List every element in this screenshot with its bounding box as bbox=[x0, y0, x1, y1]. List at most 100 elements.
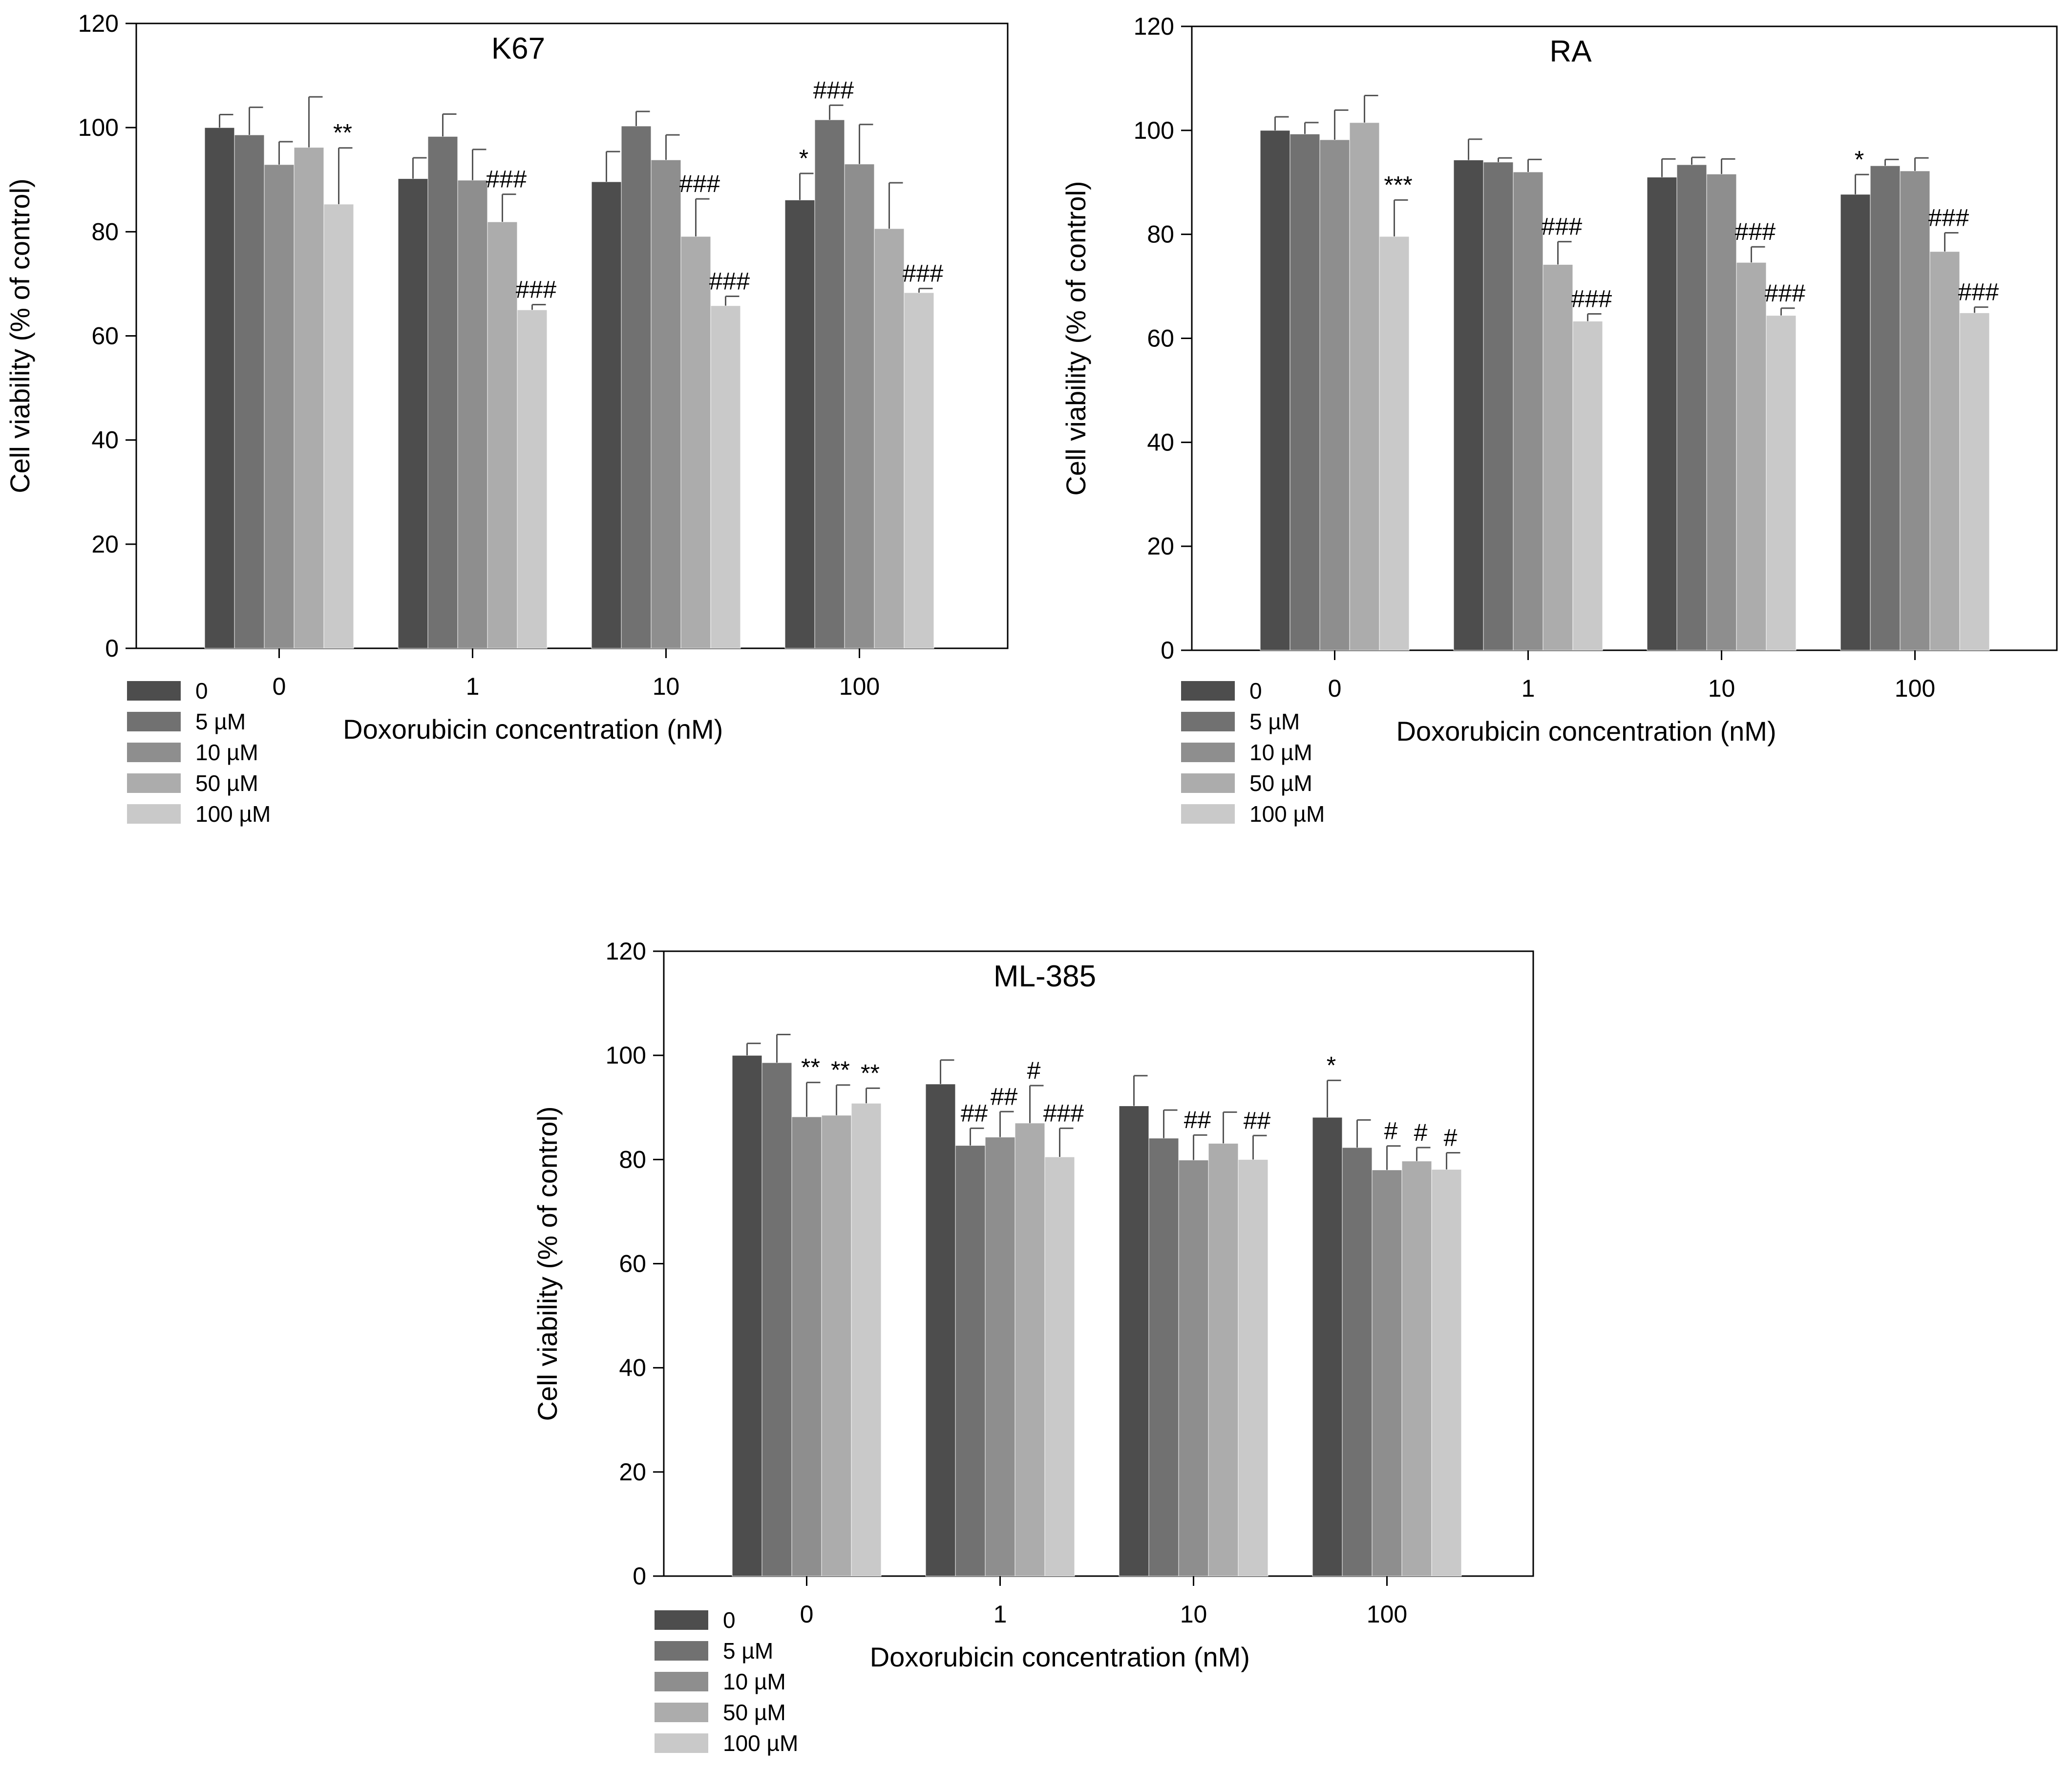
legend-label: 50 µM bbox=[1249, 770, 1312, 796]
bar-ra-cat100-series1 bbox=[1870, 165, 1901, 651]
y-tick-label: 60 bbox=[91, 322, 119, 350]
bar-k67-cat10-series1 bbox=[621, 126, 652, 649]
bar-k67-cat1-series2 bbox=[457, 180, 488, 649]
bar-k67-cat1-series4 bbox=[517, 309, 548, 649]
bar-ra-cat10-series0 bbox=[1647, 177, 1677, 651]
bar-k67-cat100-series3 bbox=[874, 228, 905, 649]
significance-label: ### bbox=[1571, 285, 1612, 312]
x-tick-label: 10 bbox=[653, 673, 680, 700]
bar-ml-385-cat1-series2 bbox=[985, 1137, 1015, 1577]
x-tick-label: 100 bbox=[839, 673, 880, 700]
bar-ml-385-cat1-series3 bbox=[1015, 1123, 1045, 1577]
significance-label: ### bbox=[1928, 204, 1969, 231]
bar-ml-385-cat100-series4 bbox=[1431, 1169, 1462, 1577]
x-tick-label: 10 bbox=[1180, 1601, 1207, 1628]
bar-ra-cat100-series2 bbox=[1900, 171, 1930, 651]
bar-ml-385-cat1-series4 bbox=[1044, 1156, 1075, 1577]
significance-label: ### bbox=[1542, 213, 1583, 240]
y-tick-label: 40 bbox=[91, 427, 119, 454]
x-axis-title: Doxorubicin concentration (nM) bbox=[870, 1642, 1250, 1672]
significance-label: * bbox=[1327, 1051, 1336, 1079]
significance-label: ## bbox=[961, 1099, 988, 1127]
bar-k67-cat1-series0 bbox=[398, 178, 428, 649]
bar-ml-385-cat0-series1 bbox=[761, 1062, 792, 1577]
y-tick-label: 0 bbox=[105, 635, 119, 662]
bar-k67-cat100-series4 bbox=[904, 292, 934, 649]
bar-ra-cat1-series2 bbox=[1513, 171, 1543, 651]
bar-ra-cat0-series2 bbox=[1319, 139, 1350, 651]
legend-swatch bbox=[127, 773, 181, 793]
legend-label: 100 µM bbox=[1249, 801, 1325, 827]
legend-label: 50 µM bbox=[195, 770, 258, 796]
legend: 0 5 µM 10 µM 50 µM 100 µM bbox=[127, 678, 271, 827]
y-tick-label: 20 bbox=[91, 531, 119, 558]
bar-k67-cat1-series1 bbox=[427, 136, 458, 649]
bar-ml-385-cat0-series2 bbox=[791, 1116, 822, 1577]
legend-swatch bbox=[1181, 804, 1235, 824]
x-tick-label: 1 bbox=[466, 673, 480, 700]
bar-ra-cat10-series3 bbox=[1736, 262, 1767, 651]
x-axis-title: Doxorubicin concentration (nM) bbox=[343, 714, 723, 745]
x-tick-label: 100 bbox=[1895, 675, 1935, 702]
significance-label: ## bbox=[1184, 1106, 1211, 1133]
bar-ra-cat10-series4 bbox=[1766, 315, 1797, 651]
bar-ml-385-cat100-series0 bbox=[1312, 1117, 1343, 1577]
significance-label: # bbox=[1444, 1124, 1458, 1151]
significance-label: ### bbox=[486, 166, 527, 193]
significance-label: * bbox=[799, 145, 808, 172]
bar-ra-cat1-series0 bbox=[1453, 159, 1484, 651]
legend-label: 10 µM bbox=[195, 740, 258, 765]
y-tick-label: 0 bbox=[1161, 637, 1174, 664]
bar-ra-cat0-series0 bbox=[1260, 130, 1290, 651]
x-tick-label: 1 bbox=[1522, 675, 1535, 702]
bar-k67-cat0-series1 bbox=[234, 134, 265, 649]
legend-label: 5 µM bbox=[195, 709, 246, 734]
bar-k67-cat10-series2 bbox=[651, 159, 681, 649]
panel-title-ml-385: ML-385 bbox=[994, 960, 1096, 993]
bar-k67-cat10-series4 bbox=[710, 305, 741, 649]
significance-label: ### bbox=[1765, 279, 1806, 307]
bar-ml-385-cat0-series4 bbox=[851, 1103, 882, 1577]
bar-ra-cat1-series4 bbox=[1572, 320, 1603, 651]
legend-swatch bbox=[127, 743, 181, 762]
significance-label: ** bbox=[333, 119, 352, 147]
legend-swatch bbox=[1181, 773, 1235, 793]
y-axis-title: Cell viability (% of control) bbox=[532, 1106, 563, 1421]
bar-ra-cat100-series0 bbox=[1840, 194, 1871, 651]
bar-ra-cat10-series1 bbox=[1676, 164, 1707, 651]
legend-label: 10 µM bbox=[723, 1669, 786, 1694]
significance-label: ### bbox=[1958, 278, 1999, 306]
legend-swatch bbox=[127, 804, 181, 824]
legend-label: 5 µM bbox=[1249, 709, 1300, 734]
legend-label: 5 µM bbox=[723, 1638, 773, 1664]
legend-swatch bbox=[655, 1641, 708, 1661]
significance-label: ### bbox=[679, 170, 720, 197]
legend: 0 5 µM 10 µM 50 µM 100 µM bbox=[1181, 678, 1325, 827]
legend-label: 0 bbox=[723, 1607, 736, 1633]
x-tick-label: 0 bbox=[1328, 675, 1342, 702]
y-axis-title: Cell viability (% of control) bbox=[1060, 181, 1091, 495]
legend-swatch bbox=[127, 681, 181, 701]
legend-swatch bbox=[655, 1672, 708, 1691]
legend-swatch bbox=[655, 1733, 708, 1753]
y-tick-label: 120 bbox=[78, 10, 119, 37]
y-tick-label: 100 bbox=[78, 114, 119, 141]
significance-label: # bbox=[1414, 1119, 1428, 1146]
legend-label: 100 µM bbox=[723, 1730, 798, 1756]
bar-ml-385-cat10-series2 bbox=[1178, 1159, 1209, 1577]
x-tick-label: 0 bbox=[800, 1601, 814, 1628]
x-tick-label: 0 bbox=[273, 673, 286, 700]
y-tick-label: 100 bbox=[606, 1042, 646, 1069]
bar-ra-cat1-series3 bbox=[1543, 264, 1573, 651]
bar-ra-cat0-series1 bbox=[1290, 133, 1320, 651]
bar-ra-cat0-series3 bbox=[1349, 122, 1380, 651]
significance-label: ### bbox=[1043, 1099, 1084, 1127]
bar-ra-cat10-series2 bbox=[1706, 173, 1737, 651]
x-axis-title: Doxorubicin concentration (nM) bbox=[1396, 716, 1776, 747]
y-tick-label: 60 bbox=[619, 1250, 646, 1278]
bar-ml-385-cat0-series0 bbox=[732, 1055, 762, 1577]
legend-swatch bbox=[1181, 681, 1235, 701]
